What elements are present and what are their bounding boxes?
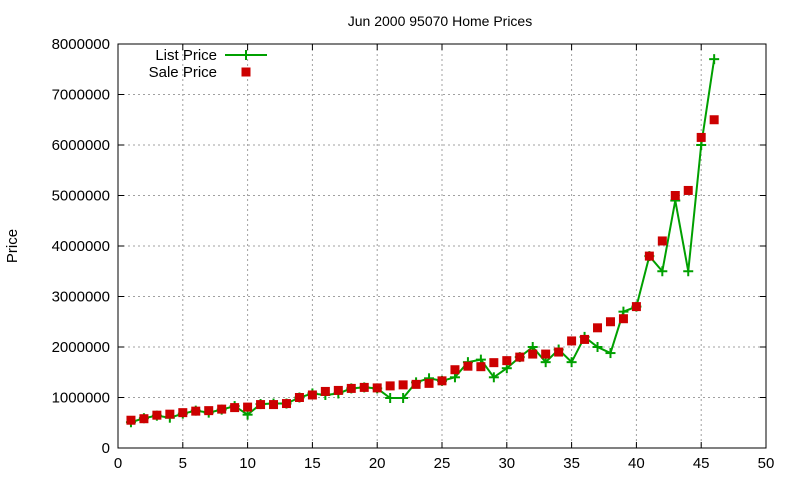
sale-price-point: [204, 406, 214, 416]
sale-price-point: [230, 403, 240, 413]
x-tick-label: 20: [369, 455, 386, 472]
x-tick-label: 45: [693, 455, 710, 472]
x-tick-label: 5: [179, 455, 187, 472]
x-tick-label: 40: [628, 455, 645, 472]
sale-price-point: [515, 352, 525, 362]
sale-price-point: [605, 317, 615, 327]
sale-price-point: [489, 358, 499, 368]
sale-price-point: [502, 356, 512, 366]
sale-price-point: [683, 185, 693, 195]
sale-price-point: [709, 115, 719, 125]
list-price-point: [592, 342, 603, 352]
sale-price-point: [256, 400, 266, 410]
sale-price-point: [359, 382, 369, 392]
x-tick-label: 50: [758, 455, 775, 472]
sale-price-point: [307, 390, 317, 400]
sale-price-point: [567, 336, 577, 346]
sale-price-point: [372, 383, 382, 393]
sale-price-point: [541, 349, 551, 359]
sale-price-point: [631, 302, 641, 312]
plot-border: [117, 43, 767, 449]
list-price-point: [709, 54, 720, 65]
sale-price-point: [178, 408, 188, 418]
sale-price-point: [294, 393, 304, 402]
ticks: 0 5 10 15 20 25 30 35 40 45 50 0 1000000 2000000 30000…: [52, 36, 775, 472]
sale-price-point: [644, 251, 654, 261]
list-price-point: [398, 393, 409, 404]
legend-marker-list-price: [241, 50, 251, 60]
sale-price-point: [269, 400, 279, 410]
y-tick-label: 7000000: [52, 87, 110, 104]
grid: [118, 44, 766, 448]
sale-price-point: [580, 334, 590, 344]
y-tick-label: 1000000: [52, 390, 110, 407]
sale-price-point: [463, 361, 473, 371]
sale-price-point: [385, 381, 395, 391]
list-price-line: [130, 59, 716, 424]
sale-price-point: [450, 365, 460, 375]
y-tick-label: 3000000: [52, 289, 110, 306]
sale-price-point: [593, 323, 603, 333]
sale-price-point: [437, 376, 447, 386]
legend-label-sale-price: Sale Price: [149, 64, 217, 81]
x-tick-label: 0: [114, 455, 122, 472]
sale-price-point: [139, 414, 149, 424]
x-tick-label: 35: [563, 455, 580, 472]
list-price-point: [540, 357, 551, 368]
y-tick-label: 6000000: [52, 137, 110, 154]
legend-marker-sale-price: [241, 67, 251, 77]
x-tick-label: 30: [498, 455, 515, 472]
list-price-point: [683, 266, 694, 277]
legend: List Price Sale Price: [149, 47, 267, 81]
list-price-point: [657, 266, 668, 277]
list-price-point: [385, 393, 396, 404]
sale-price-point: [398, 380, 408, 390]
legend-label-list-price: List Price: [155, 47, 217, 64]
sale-price-point: [670, 191, 680, 200]
sale-price-point: [152, 410, 162, 420]
y-tick-label: 2000000: [52, 339, 110, 356]
sale-price-point: [217, 404, 227, 414]
y-axis-label: Price: [4, 229, 21, 263]
list-price-point: [488, 372, 499, 383]
sale-price-point: [346, 383, 356, 393]
x-tick-label: 15: [304, 455, 321, 472]
list-price-point: [605, 348, 616, 359]
chart-title: Jun 2000 95070 Home Prices: [348, 13, 532, 29]
sale-price-point: [424, 378, 434, 388]
sale-price-point: [411, 379, 421, 389]
y-tick-label: 8000000: [52, 36, 110, 53]
list-price-point: [566, 357, 577, 368]
y-tick-label: 5000000: [52, 188, 110, 205]
sale-price-point: [554, 347, 564, 357]
sale-price-point: [618, 314, 628, 324]
series: [125, 54, 720, 428]
sale-price-point: [281, 399, 291, 409]
x-tick-label: 25: [434, 455, 451, 472]
sale-price-point: [333, 385, 343, 395]
sale-price-point: [126, 415, 136, 425]
sale-price-point: [165, 409, 175, 419]
sale-price-point: [657, 236, 667, 246]
y-tick-label: 0: [102, 440, 110, 457]
sale-price-point: [528, 349, 538, 359]
sale-price-point: [696, 132, 706, 142]
sale-price-point: [320, 386, 330, 396]
sale-price-point: [476, 362, 486, 372]
x-tick-label: 10: [239, 455, 256, 472]
y-tick-label: 4000000: [52, 238, 110, 255]
sale-price-point: [191, 406, 201, 416]
sale-price-point: [243, 402, 253, 412]
